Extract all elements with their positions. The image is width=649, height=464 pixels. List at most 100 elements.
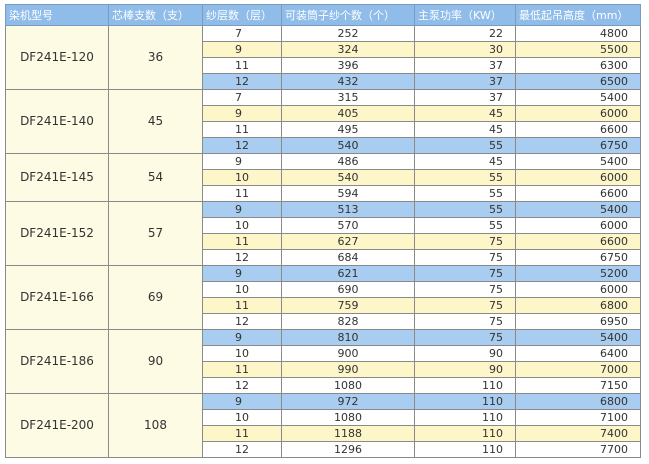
model-cell: DF241E-166 [5, 265, 109, 330]
table-row: DF241E-152 57 9 513 55 5400 [5, 201, 641, 266]
pump-power: 90 [414, 345, 516, 362]
pump-power: 75 [414, 249, 516, 266]
pump-power: 22 [414, 25, 516, 42]
lift-height: 5400 [515, 201, 641, 218]
pump-power: 55 [414, 169, 516, 186]
table-row: 10 570 55 6000 [6, 217, 641, 234]
pump-power: 55 [414, 185, 516, 202]
layer-count: 9 [202, 265, 282, 282]
layer-count: 12 [202, 377, 282, 394]
core-count: 54 [108, 153, 203, 202]
lift-height: 6750 [515, 249, 641, 266]
lift-height: 6800 [515, 297, 641, 314]
pump-power: 37 [414, 73, 516, 90]
table-row: DF241E-166 69 9 621 75 5200 [5, 265, 641, 330]
lift-height: 6750 [515, 137, 641, 154]
lift-height: 6500 [515, 73, 641, 90]
pump-power: 75 [414, 313, 516, 330]
lift-height: 5400 [515, 89, 641, 106]
header-cell: 可装筒子纱个数（个） [281, 4, 415, 26]
bobbin-count: 495 [281, 121, 415, 138]
pump-power: 37 [414, 89, 516, 106]
pump-power: 110 [414, 441, 516, 458]
lift-height: 5400 [515, 153, 641, 170]
layer-count: 9 [202, 329, 282, 346]
core-count: 108 [108, 393, 203, 458]
pump-power: 110 [414, 377, 516, 394]
core-count: 90 [108, 329, 203, 394]
bobbin-count: 621 [281, 265, 415, 282]
lift-height: 6300 [515, 57, 641, 74]
pump-power: 75 [414, 329, 516, 346]
table-row: DF241E-186 90 9 810 75 5400 [5, 329, 641, 394]
bobbin-count: 810 [281, 329, 415, 346]
layer-count: 11 [202, 57, 282, 74]
lift-height: 6600 [515, 121, 641, 138]
bobbin-count: 432 [281, 73, 415, 90]
model-cell: DF241E-186 [5, 329, 109, 394]
lift-height: 4800 [515, 25, 641, 42]
lift-height: 6000 [515, 105, 641, 122]
layer-count: 11 [202, 361, 282, 378]
pump-power: 75 [414, 265, 516, 282]
layer-count: 11 [202, 297, 282, 314]
layer-count: 7 [202, 89, 282, 106]
lift-height: 6950 [515, 313, 641, 330]
bobbin-count: 990 [281, 361, 415, 378]
header-cell: 芯棒支数（支） [108, 4, 203, 26]
table-row: 11 1188 110 7400 [6, 425, 641, 442]
bobbin-count: 1296 [281, 441, 415, 458]
pump-power: 75 [414, 297, 516, 314]
header-cell: 主泵功率（KW） [414, 4, 516, 26]
lift-height: 6800 [515, 393, 641, 410]
bobbin-count: 900 [281, 345, 415, 362]
pump-power: 75 [414, 233, 516, 250]
header-cell: 纱层数（层） [202, 4, 282, 26]
layer-count: 9 [202, 153, 282, 170]
pump-power: 37 [414, 57, 516, 74]
layer-count: 11 [202, 121, 282, 138]
layer-count: 10 [202, 169, 282, 186]
header-cell: 最低起吊高度（mm） [515, 4, 641, 26]
lift-height: 5400 [515, 329, 641, 346]
lift-height: 7100 [515, 409, 641, 426]
pump-power: 55 [414, 217, 516, 234]
pump-power: 90 [414, 361, 516, 378]
layer-count: 12 [202, 73, 282, 90]
bobbin-count: 324 [281, 41, 415, 58]
lift-height: 6000 [515, 217, 641, 234]
layer-count: 7 [202, 25, 282, 42]
layer-count: 11 [202, 233, 282, 250]
layer-count: 9 [202, 105, 282, 122]
pump-power: 45 [414, 105, 516, 122]
table-row: DF241E-120 36 7 252 22 4800 [5, 25, 641, 90]
spec-table: 染机型号 芯棒支数（支） 纱层数（层） 可装筒子纱个数（个） 主泵功率（KW） … [5, 4, 641, 458]
bobbin-count: 1188 [281, 425, 415, 442]
table-row: DF241E-200 108 9 972 110 6800 [5, 393, 641, 458]
table-row: 11 396 37 6300 [6, 57, 641, 74]
bobbin-count: 627 [281, 233, 415, 250]
table-row: DF241E-145 54 9 486 45 5400 [5, 153, 641, 202]
layer-count: 10 [202, 217, 282, 234]
bobbin-count: 396 [281, 57, 415, 74]
table-row: DF241E-140 45 7 315 37 5400 [5, 89, 641, 154]
layer-count: 11 [202, 425, 282, 442]
bobbin-count: 972 [281, 393, 415, 410]
lift-height: 7400 [515, 425, 641, 442]
lift-height: 6000 [515, 169, 641, 186]
bobbin-count: 486 [281, 153, 415, 170]
table-row: 11 759 75 6800 [6, 297, 641, 314]
bobbin-count: 828 [281, 313, 415, 330]
lift-height: 7000 [515, 361, 641, 378]
layer-count: 12 [202, 313, 282, 330]
pump-power: 55 [414, 201, 516, 218]
model-cell: DF241E-120 [5, 25, 109, 90]
layer-count: 10 [202, 345, 282, 362]
pump-power: 30 [414, 41, 516, 58]
pump-power: 45 [414, 121, 516, 138]
model-cell: DF241E-145 [5, 153, 109, 202]
layer-count: 9 [202, 393, 282, 410]
pump-power: 110 [414, 425, 516, 442]
bobbin-count: 252 [281, 25, 415, 42]
